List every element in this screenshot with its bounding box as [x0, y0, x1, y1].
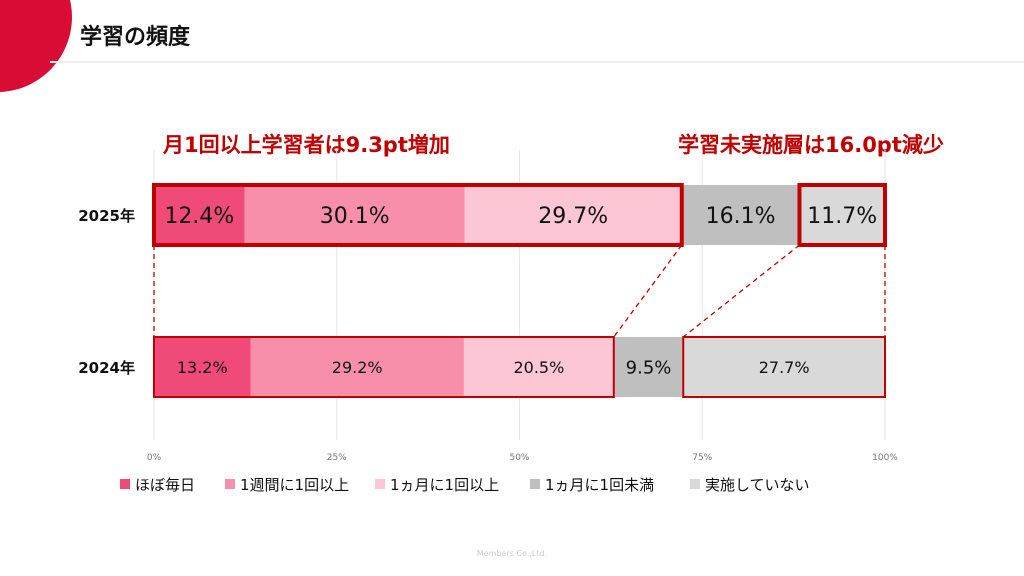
legend-label: 1週間に1回以上	[240, 476, 349, 494]
highlight-box	[153, 336, 615, 398]
highlight-box	[797, 183, 888, 247]
bar-segment	[613, 337, 684, 397]
legend-label: 1ヵ月に1回以上	[390, 476, 499, 494]
highlight-box	[152, 183, 684, 247]
bar-segment	[681, 185, 800, 245]
data-label: 20.5%	[513, 358, 564, 377]
bar-segment	[154, 185, 245, 245]
legend-swatch	[690, 479, 700, 489]
legend-label: 1ヵ月に1回未満	[545, 476, 654, 494]
brand-circle-decoration	[0, 0, 72, 92]
bar-segment	[154, 337, 251, 397]
data-label: 11.7%	[807, 204, 877, 229]
legend-swatch	[225, 479, 235, 489]
data-label: 13.2%	[177, 358, 228, 377]
data-label: 16.1%	[706, 204, 776, 229]
legend-item: 1ヵ月に1回以上	[375, 476, 499, 494]
footer-copyright: Members Co.,Ltd.	[477, 549, 547, 558]
category-label: 2025年	[78, 207, 135, 225]
data-label: 30.1%	[320, 204, 390, 229]
bar-segment	[464, 185, 682, 245]
bar-segment	[683, 337, 885, 397]
data-label: 29.2%	[332, 358, 383, 377]
category-label: 2024年	[78, 359, 135, 377]
x-tick-label: 75%	[692, 453, 712, 463]
x-tick-label: 25%	[327, 453, 347, 463]
x-tick-label: 0%	[147, 453, 162, 463]
annotation-left: 月1回以上学習者は9.3pt増加	[162, 133, 450, 157]
legend-swatch	[120, 479, 130, 489]
highlight-box	[682, 336, 887, 398]
bar-segment	[244, 185, 465, 245]
connector-dashed-line	[613, 244, 683, 338]
legend-label: ほぼ毎日	[135, 476, 195, 494]
bar-segment	[463, 337, 614, 397]
legend-swatch	[375, 479, 385, 489]
data-label: 12.4%	[164, 204, 234, 229]
x-tick-label: 50%	[509, 453, 529, 463]
bar-segment	[799, 185, 885, 245]
data-label: 9.5%	[626, 357, 672, 378]
legend-item: 1ヵ月に1回未満	[530, 476, 654, 494]
x-tick-label: 100%	[872, 453, 898, 463]
annotation-right: 学習未実施層は16.0pt減少	[678, 133, 944, 157]
page-title: 学習の頻度	[80, 24, 191, 50]
data-label: 29.7%	[538, 204, 608, 229]
bar-segment	[250, 337, 464, 397]
legend-swatch	[530, 479, 540, 489]
legend-label: 実施していない	[705, 476, 810, 494]
legend-item: 1週間に1回以上	[225, 476, 349, 494]
legend-item: ほぼ毎日	[120, 476, 195, 494]
connector-dashed-line	[682, 244, 800, 338]
data-label: 27.7%	[759, 358, 810, 377]
legend-item: 実施していない	[690, 476, 810, 494]
